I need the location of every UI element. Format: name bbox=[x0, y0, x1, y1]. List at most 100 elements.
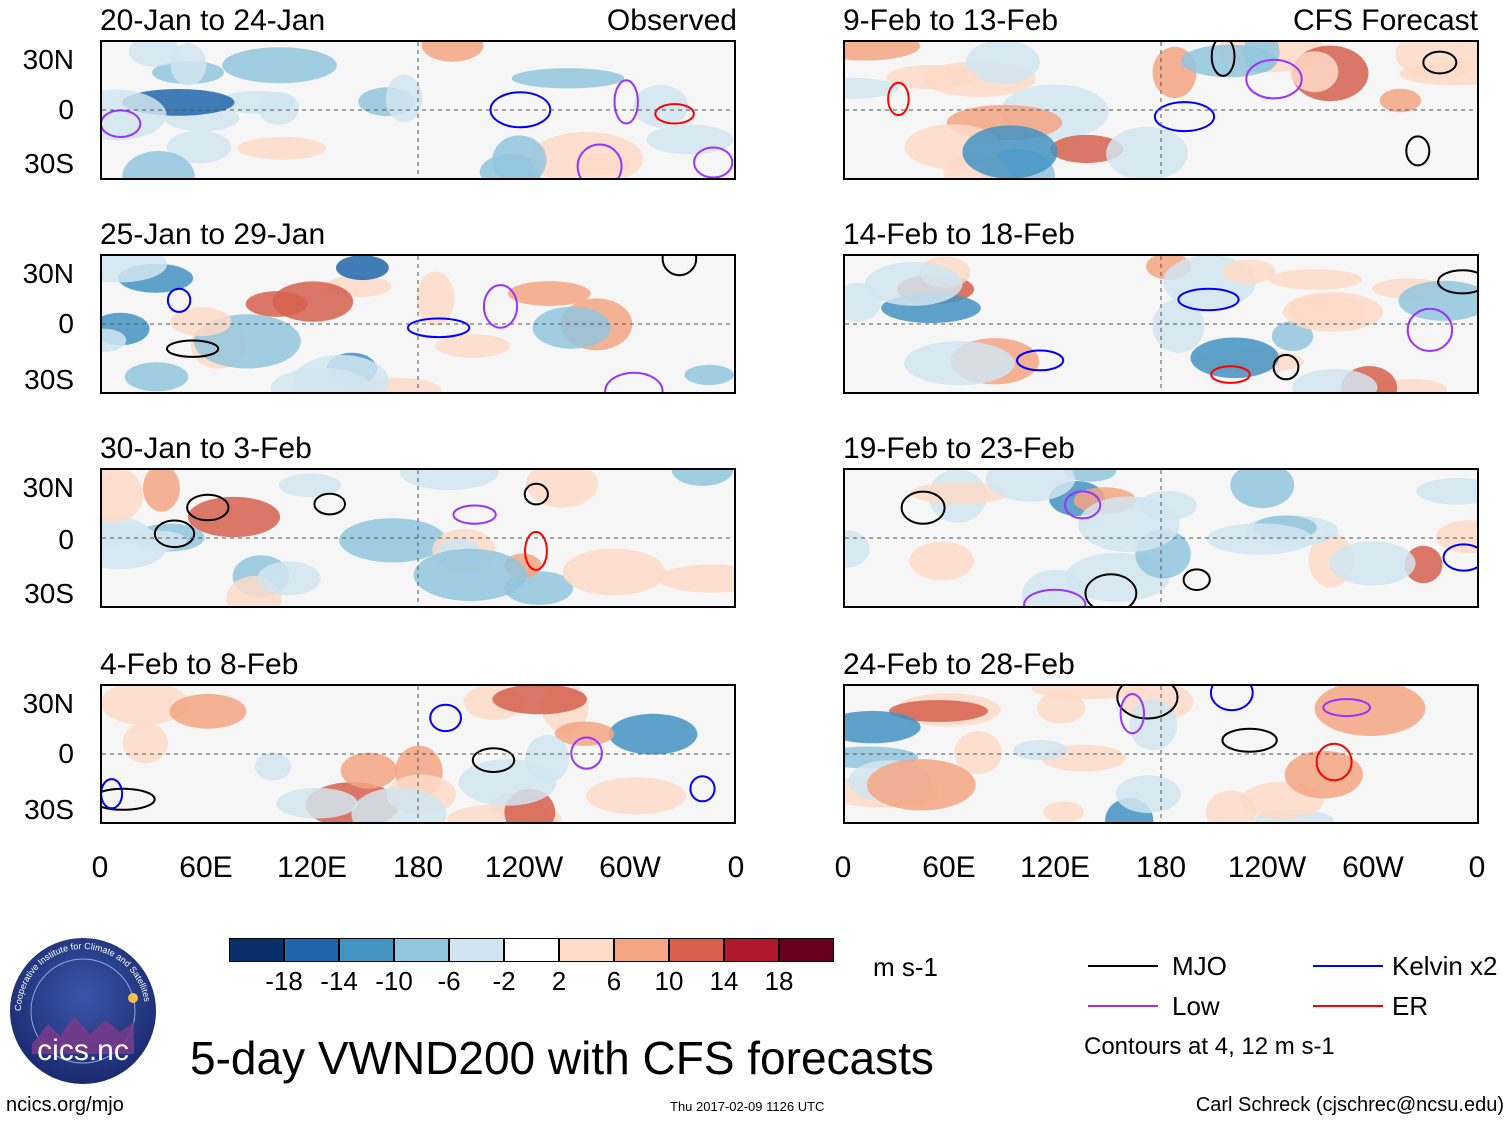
lon-label: 60E bbox=[922, 851, 976, 884]
anomaly-shading bbox=[1222, 259, 1276, 284]
lat-label: 0 bbox=[58, 308, 74, 339]
anomaly-shading bbox=[866, 759, 976, 811]
colorbar-swatch bbox=[504, 938, 559, 962]
anomaly-shading bbox=[507, 281, 591, 306]
anomaly-shading bbox=[276, 788, 358, 819]
anomaly-shading bbox=[1129, 698, 1178, 751]
anomaly-shading bbox=[142, 470, 180, 512]
logo-text: cics.nc bbox=[37, 1034, 129, 1067]
anomaly-shading bbox=[889, 700, 988, 722]
lat-label: 30N bbox=[22, 688, 74, 719]
anomaly-shading bbox=[657, 564, 734, 593]
lat-label: 30N bbox=[22, 472, 74, 503]
anomaly-shading bbox=[102, 470, 144, 523]
legend-line-er bbox=[1313, 1005, 1383, 1007]
anomaly-shading bbox=[562, 548, 666, 596]
anomaly-shading bbox=[1043, 801, 1085, 822]
anomaly-shading bbox=[385, 74, 423, 122]
lon-label: 120E bbox=[1019, 851, 1091, 884]
map-panel bbox=[843, 468, 1479, 608]
panel-title: 20-Jan to 24-Jan bbox=[100, 4, 326, 37]
legend-label-mjo: MJO bbox=[1172, 951, 1227, 981]
anomaly-shading bbox=[492, 135, 547, 178]
panel-title: 19-Feb to 23-Feb bbox=[843, 432, 1075, 465]
lon-label: 60E bbox=[179, 851, 233, 884]
colorbar-tick-label: -10 bbox=[375, 966, 413, 996]
legend-line-mjo bbox=[1088, 965, 1158, 967]
wave-contour bbox=[153, 519, 196, 549]
anomaly-shading bbox=[169, 693, 247, 729]
legend-line-low bbox=[1088, 1005, 1158, 1007]
lon-label: 60W bbox=[1342, 851, 1404, 884]
anomaly-shading bbox=[122, 151, 195, 178]
lon-label: 60W bbox=[599, 851, 661, 884]
colorbar-tick-label: 6 bbox=[606, 966, 622, 996]
wave-contour bbox=[313, 492, 346, 516]
wave-contour bbox=[900, 490, 946, 525]
map-field bbox=[845, 470, 1477, 606]
footer-url[interactable]: ncics.org/mjo bbox=[6, 1094, 124, 1116]
map-field bbox=[845, 686, 1477, 822]
anomaly-shading bbox=[1050, 134, 1123, 164]
anomaly-shading bbox=[962, 125, 1058, 178]
anomaly-shading bbox=[102, 256, 168, 283]
lat-label: 30S bbox=[24, 794, 74, 825]
wave-contour bbox=[406, 317, 471, 339]
wave-contour bbox=[482, 284, 519, 329]
legend-note: Contours at 4, 12 m s-1 bbox=[1084, 1033, 1335, 1060]
colorbar-swatch bbox=[394, 938, 449, 962]
anomaly-shading bbox=[413, 548, 527, 601]
lat-label: 30N bbox=[22, 258, 74, 289]
anomaly-shading bbox=[1064, 470, 1117, 482]
wave-contour bbox=[1437, 269, 1477, 295]
wave-contour bbox=[166, 339, 220, 358]
anomaly-shading bbox=[170, 307, 232, 337]
anomaly-shading bbox=[954, 731, 1002, 775]
wave-contour bbox=[524, 530, 548, 571]
anomaly-shading bbox=[102, 686, 188, 725]
wave-contour bbox=[1023, 588, 1087, 606]
map-panel bbox=[843, 684, 1479, 824]
anomaly-shading bbox=[886, 65, 978, 90]
wave-contour bbox=[1406, 307, 1454, 353]
wave-contour bbox=[689, 775, 716, 803]
anomaly-shading bbox=[845, 42, 921, 61]
anomaly-shading bbox=[270, 367, 372, 392]
anomaly-shading bbox=[1404, 545, 1443, 584]
colorbar-tick-label: -2 bbox=[492, 966, 516, 996]
anomaly-shading bbox=[122, 722, 168, 764]
wave-contour bbox=[102, 787, 156, 811]
wave-contour bbox=[693, 146, 734, 178]
panel-title: 9-Feb to 13-Feb bbox=[843, 4, 1059, 37]
anomaly-shading bbox=[187, 496, 281, 538]
anomaly-shading bbox=[608, 713, 698, 755]
panel-title: 24-Feb to 28-Feb bbox=[843, 648, 1075, 681]
wave-contour bbox=[1182, 568, 1211, 591]
anomaly-shading bbox=[865, 262, 963, 306]
colorbar-swatch bbox=[284, 938, 339, 962]
wave-contour bbox=[1245, 58, 1303, 100]
wave-contour bbox=[1210, 42, 1236, 77]
anomaly-shading bbox=[1271, 321, 1314, 351]
wave-contour bbox=[166, 287, 192, 313]
anomaly-shading bbox=[102, 328, 127, 352]
wave-contour bbox=[102, 778, 124, 810]
anomaly-shading bbox=[1078, 496, 1180, 552]
wave-contour bbox=[452, 504, 497, 525]
colorbar-swatch bbox=[339, 938, 394, 962]
anomaly-shading bbox=[222, 47, 337, 84]
anomaly-shading bbox=[845, 710, 921, 744]
colorbar-swatch bbox=[779, 938, 834, 962]
wave-contour bbox=[570, 736, 603, 770]
wave-contour bbox=[1153, 101, 1216, 133]
lat-label: 30S bbox=[24, 148, 74, 179]
colorbar-tick-label: -6 bbox=[437, 966, 461, 996]
wave-contour bbox=[1272, 353, 1300, 381]
anomaly-shading bbox=[554, 721, 615, 746]
anomaly-shading bbox=[1243, 42, 1280, 73]
map-field bbox=[845, 42, 1477, 178]
colorbar-tick-label: 2 bbox=[551, 966, 567, 996]
wave-contour bbox=[1116, 686, 1179, 720]
lon-label: 180 bbox=[1135, 851, 1187, 884]
colorbar-tick-label: 18 bbox=[764, 966, 794, 996]
